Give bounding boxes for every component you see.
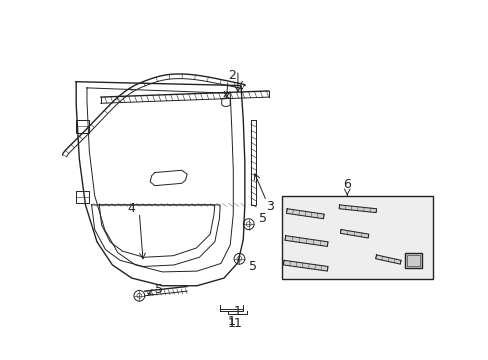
Polygon shape xyxy=(375,255,400,264)
Text: 5: 5 xyxy=(258,212,266,225)
Text: 1: 1 xyxy=(227,317,235,330)
Bar xyxy=(404,253,421,268)
Text: 6: 6 xyxy=(343,178,350,191)
Bar xyxy=(76,120,88,132)
Text: 1: 1 xyxy=(233,316,241,329)
Text: 3: 3 xyxy=(266,200,274,213)
Text: 1: 1 xyxy=(233,305,242,318)
FancyBboxPatch shape xyxy=(281,195,432,279)
Polygon shape xyxy=(285,236,327,247)
Text: 1: 1 xyxy=(227,315,235,328)
Bar xyxy=(407,255,419,266)
Text: 5: 5 xyxy=(249,260,257,273)
Polygon shape xyxy=(283,260,327,271)
Text: 4: 4 xyxy=(127,202,135,215)
Text: 5: 5 xyxy=(154,283,163,296)
Text: 2: 2 xyxy=(227,69,235,82)
Bar xyxy=(76,191,88,203)
Polygon shape xyxy=(340,230,368,238)
Polygon shape xyxy=(339,205,376,212)
Polygon shape xyxy=(286,209,324,219)
